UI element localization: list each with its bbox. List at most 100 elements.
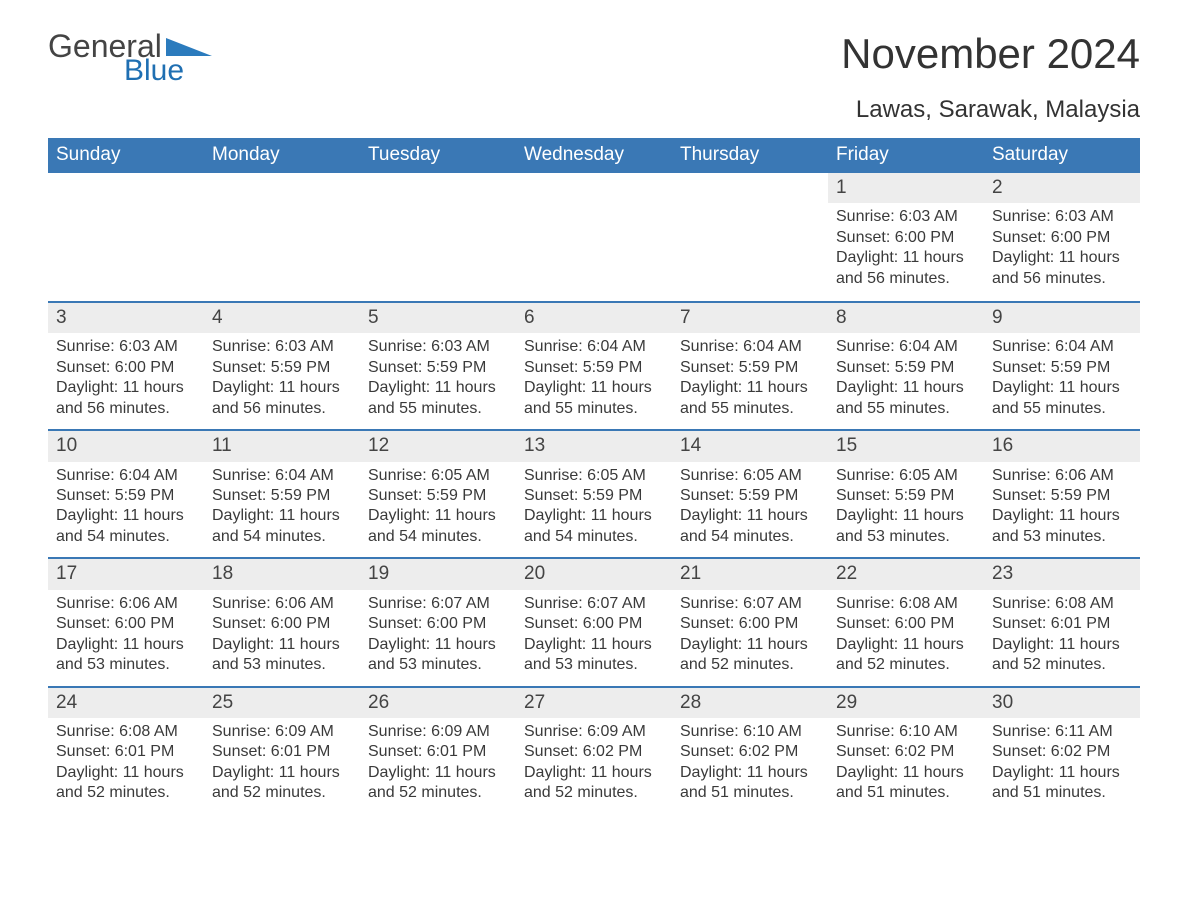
day-number: 14	[672, 431, 828, 461]
day-details: Sunrise: 6:04 AMSunset: 5:59 PMDaylight:…	[522, 337, 666, 419]
daylight-line: Daylight: 11 hours and 53 minutes.	[992, 506, 1134, 547]
day-number: 4	[204, 303, 360, 333]
day-details: Sunrise: 6:06 AMSunset: 6:00 PMDaylight:…	[54, 594, 198, 676]
sunset-line: Sunset: 6:00 PM	[212, 614, 354, 634]
daylight-line: Daylight: 11 hours and 54 minutes.	[56, 506, 198, 547]
sunrise-line: Sunrise: 6:07 AM	[524, 594, 666, 614]
day-details: Sunrise: 6:04 AMSunset: 5:59 PMDaylight:…	[990, 337, 1134, 419]
daylight-line: Daylight: 11 hours and 55 minutes.	[524, 378, 666, 419]
day-number: 24	[48, 688, 204, 718]
day-cell: 13Sunrise: 6:05 AMSunset: 5:59 PMDayligh…	[516, 431, 672, 557]
day-cell: 10 Sunrise: 6:04 AMSunset: 5:59 PMDayligh…	[48, 431, 204, 557]
day-number	[516, 173, 672, 179]
daylight-line: Daylight: 11 hours and 52 minutes.	[836, 635, 978, 676]
sunset-line: Sunset: 5:59 PM	[524, 358, 666, 378]
day-number: 28	[672, 688, 828, 718]
day-details: Sunrise: 6:03 AMSunset: 5:59 PMDaylight:…	[366, 337, 510, 419]
calendar-location: Lawas, Sarawak, Malaysia	[841, 96, 1140, 124]
day-details: Sunrise: 6:09 AMSunset: 6:02 PMDaylight:…	[522, 722, 666, 804]
day-cell: 3Sunrise: 6:03 AMSunset: 6:00 PMDaylight…	[48, 303, 204, 429]
day-details: Sunrise: 6:04 AMSunset: 5:59 PMDaylight:…	[210, 466, 354, 548]
daylight-line: Daylight: 11 hours and 52 minutes.	[368, 763, 510, 804]
weekday-header-cell: Sunday	[48, 138, 204, 173]
day-cell: 19Sunrise: 6:07 AMSunset: 6:00 PMDayligh…	[360, 559, 516, 685]
calendar-grid: SundayMondayTuesdayWednesdayThursdayFrid…	[48, 138, 1140, 814]
sunset-line: Sunset: 6:01 PM	[212, 742, 354, 762]
day-cell: 7Sunrise: 6:04 AMSunset: 5:59 PMDaylight…	[672, 303, 828, 429]
sunset-line: Sunset: 6:00 PM	[524, 614, 666, 634]
sunset-line: Sunset: 5:59 PM	[680, 486, 822, 506]
sunset-line: Sunset: 6:02 PM	[680, 742, 822, 762]
sunrise-line: Sunrise: 6:06 AM	[992, 466, 1134, 486]
header-region: General Blue November 2024 Lawas, Sarawa…	[48, 30, 1140, 124]
sunrise-line: Sunrise: 6:09 AM	[524, 722, 666, 742]
sunrise-line: Sunrise: 6:03 AM	[56, 337, 198, 357]
sunset-line: Sunset: 5:59 PM	[992, 486, 1134, 506]
day-cell: 16 Sunrise: 6:06 AMSunset: 5:59 PMDayligh…	[984, 431, 1140, 557]
sunset-line: Sunset: 5:59 PM	[992, 358, 1134, 378]
day-number: 10	[48, 431, 204, 461]
day-number: 6	[516, 303, 672, 333]
daylight-line: Daylight: 11 hours and 56 minutes.	[212, 378, 354, 419]
sunrise-line: Sunrise: 6:07 AM	[680, 594, 822, 614]
sunrise-line: Sunrise: 6:05 AM	[836, 466, 978, 486]
sunset-line: Sunset: 6:00 PM	[992, 228, 1134, 248]
day-details: Sunrise: 6:03 AMSunset: 5:59 PMDaylight:…	[210, 337, 354, 419]
day-cell: 2Sunrise: 6:03 AMSunset: 6:00 PMDaylight…	[984, 173, 1140, 301]
weekday-header-cell: Wednesday	[516, 138, 672, 173]
day-details: Sunrise: 6:04 AMSunset: 5:59 PMDaylight:…	[54, 466, 198, 548]
daylight-line: Daylight: 11 hours and 51 minutes.	[836, 763, 978, 804]
sunrise-line: Sunrise: 6:08 AM	[836, 594, 978, 614]
day-number: 15	[828, 431, 984, 461]
sunrise-line: Sunrise: 6:07 AM	[368, 594, 510, 614]
sunset-line: Sunset: 5:59 PM	[368, 358, 510, 378]
day-cell: 9Sunrise: 6:04 AMSunset: 5:59 PMDaylight…	[984, 303, 1140, 429]
day-details: Sunrise: 6:11 AMSunset: 6:02 PMDaylight:…	[990, 722, 1134, 804]
day-number: 23	[984, 559, 1140, 589]
day-number	[360, 173, 516, 179]
sunset-line: Sunset: 6:00 PM	[836, 614, 978, 634]
day-cell: 27 Sunrise: 6:09 AMSunset: 6:02 PMDayligh…	[516, 688, 672, 814]
day-cell: 8Sunrise: 6:04 AMSunset: 5:59 PMDaylight…	[828, 303, 984, 429]
day-number: 18	[204, 559, 360, 589]
day-number: 16	[984, 431, 1140, 461]
day-number: 13	[516, 431, 672, 461]
sunrise-line: Sunrise: 6:03 AM	[368, 337, 510, 357]
daylight-line: Daylight: 11 hours and 52 minutes.	[524, 763, 666, 804]
title-block: November 2024 Lawas, Sarawak, Malaysia	[841, 30, 1140, 124]
sunset-line: Sunset: 5:59 PM	[524, 486, 666, 506]
brand-word2: Blue	[124, 56, 184, 86]
day-cell: 26Sunrise: 6:09 AMSunset: 6:01 PMDayligh…	[360, 688, 516, 814]
sunrise-line: Sunrise: 6:04 AM	[680, 337, 822, 357]
sunset-line: Sunset: 6:02 PM	[836, 742, 978, 762]
day-number	[48, 173, 204, 179]
day-details: Sunrise: 6:05 AMSunset: 5:59 PMDaylight:…	[834, 466, 978, 548]
daylight-line: Daylight: 11 hours and 54 minutes.	[680, 506, 822, 547]
daylight-line: Daylight: 11 hours and 52 minutes.	[992, 635, 1134, 676]
day-cell: 22Sunrise: 6:08 AMSunset: 6:00 PMDayligh…	[828, 559, 984, 685]
day-details: Sunrise: 6:04 AMSunset: 5:59 PMDaylight:…	[678, 337, 822, 419]
day-details: Sunrise: 6:10 AMSunset: 6:02 PMDaylight:…	[678, 722, 822, 804]
sunrise-line: Sunrise: 6:08 AM	[992, 594, 1134, 614]
day-cell: 25Sunrise: 6:09 AMSunset: 6:01 PMDayligh…	[204, 688, 360, 814]
sunrise-line: Sunrise: 6:11 AM	[992, 722, 1134, 742]
day-number	[672, 173, 828, 179]
day-details: Sunrise: 6:03 AMSunset: 6:00 PMDaylight:…	[990, 207, 1134, 289]
day-number: 27	[516, 688, 672, 718]
daylight-line: Daylight: 11 hours and 55 minutes.	[680, 378, 822, 419]
day-cell: 18Sunrise: 6:06 AMSunset: 6:00 PMDayligh…	[204, 559, 360, 685]
day-number: 8	[828, 303, 984, 333]
day-details: Sunrise: 6:05 AMSunset: 5:59 PMDaylight:…	[366, 466, 510, 548]
day-number: 5	[360, 303, 516, 333]
weeks-container: 1Sunrise: 6:03 AMSunset: 6:00 PMDaylight…	[48, 173, 1140, 814]
daylight-line: Daylight: 11 hours and 52 minutes.	[680, 635, 822, 676]
daylight-line: Daylight: 11 hours and 53 minutes.	[524, 635, 666, 676]
daylight-line: Daylight: 11 hours and 54 minutes.	[212, 506, 354, 547]
day-details: Sunrise: 6:03 AMSunset: 6:00 PMDaylight:…	[54, 337, 198, 419]
day-details: Sunrise: 6:07 AMSunset: 6:00 PMDaylight:…	[366, 594, 510, 676]
week-row: 10Sunrise: 6:04 AMSunset: 5:59 PMDayligh…	[48, 429, 1140, 557]
week-row: 1Sunrise: 6:03 AMSunset: 6:00 PMDaylight…	[48, 173, 1140, 301]
day-number: 12	[360, 431, 516, 461]
sunrise-line: Sunrise: 6:04 AM	[524, 337, 666, 357]
day-cell: 15 Sunrise: 6:05 AMSunset: 5:59 PMDayligh…	[828, 431, 984, 557]
